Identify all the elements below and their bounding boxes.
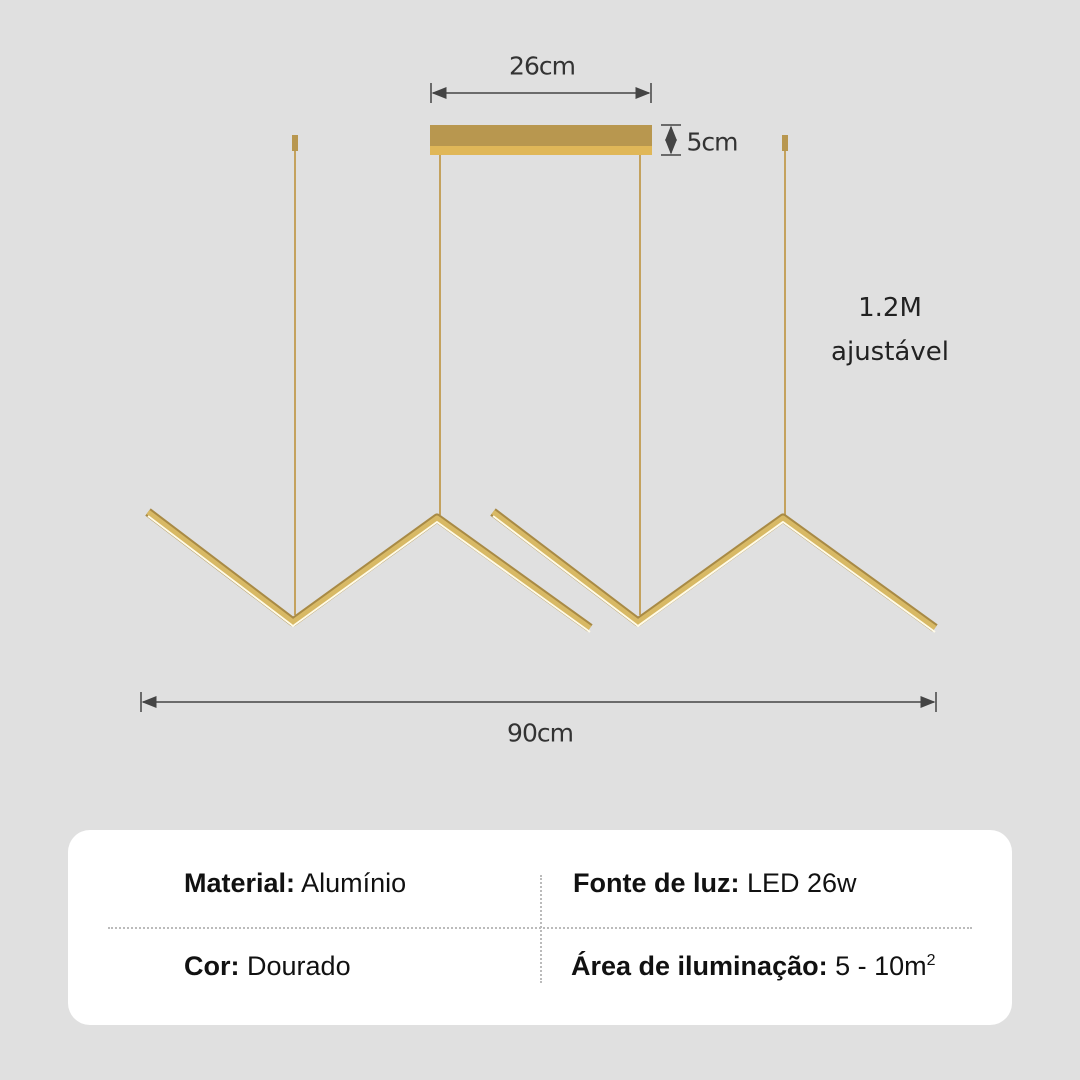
spec-color: Cor: Dourado xyxy=(184,951,351,981)
spec-light-source: Fonte de luz: LED 26w xyxy=(573,868,857,898)
spec-material: Material: Alumínio xyxy=(184,868,407,898)
divider xyxy=(540,875,542,983)
suspension-cables xyxy=(294,150,786,615)
total-width-label: 90cm xyxy=(507,718,574,748)
canopy-height-label: 5cm xyxy=(686,127,738,157)
canopy-height-dimension xyxy=(661,124,681,156)
spec-area: Área de iluminação: 5 - 10m2 xyxy=(571,951,936,981)
specs-card: Material: Alumínio Fonte de luz: LED 26w… xyxy=(68,830,1012,1025)
led-zigzag-bars xyxy=(145,508,938,633)
cable-adjustable-label: ajustável xyxy=(831,337,949,367)
canopy-width-dimension xyxy=(430,83,652,103)
cable-cap xyxy=(782,135,788,151)
cable-length-label: 1.2M xyxy=(858,293,922,323)
ceiling-canopy xyxy=(430,125,652,147)
cable-cap xyxy=(292,135,298,151)
canopy-width-label: 26cm xyxy=(509,51,576,81)
total-width-dimension xyxy=(140,692,937,712)
pendant-lamp-diagram xyxy=(140,83,938,712)
